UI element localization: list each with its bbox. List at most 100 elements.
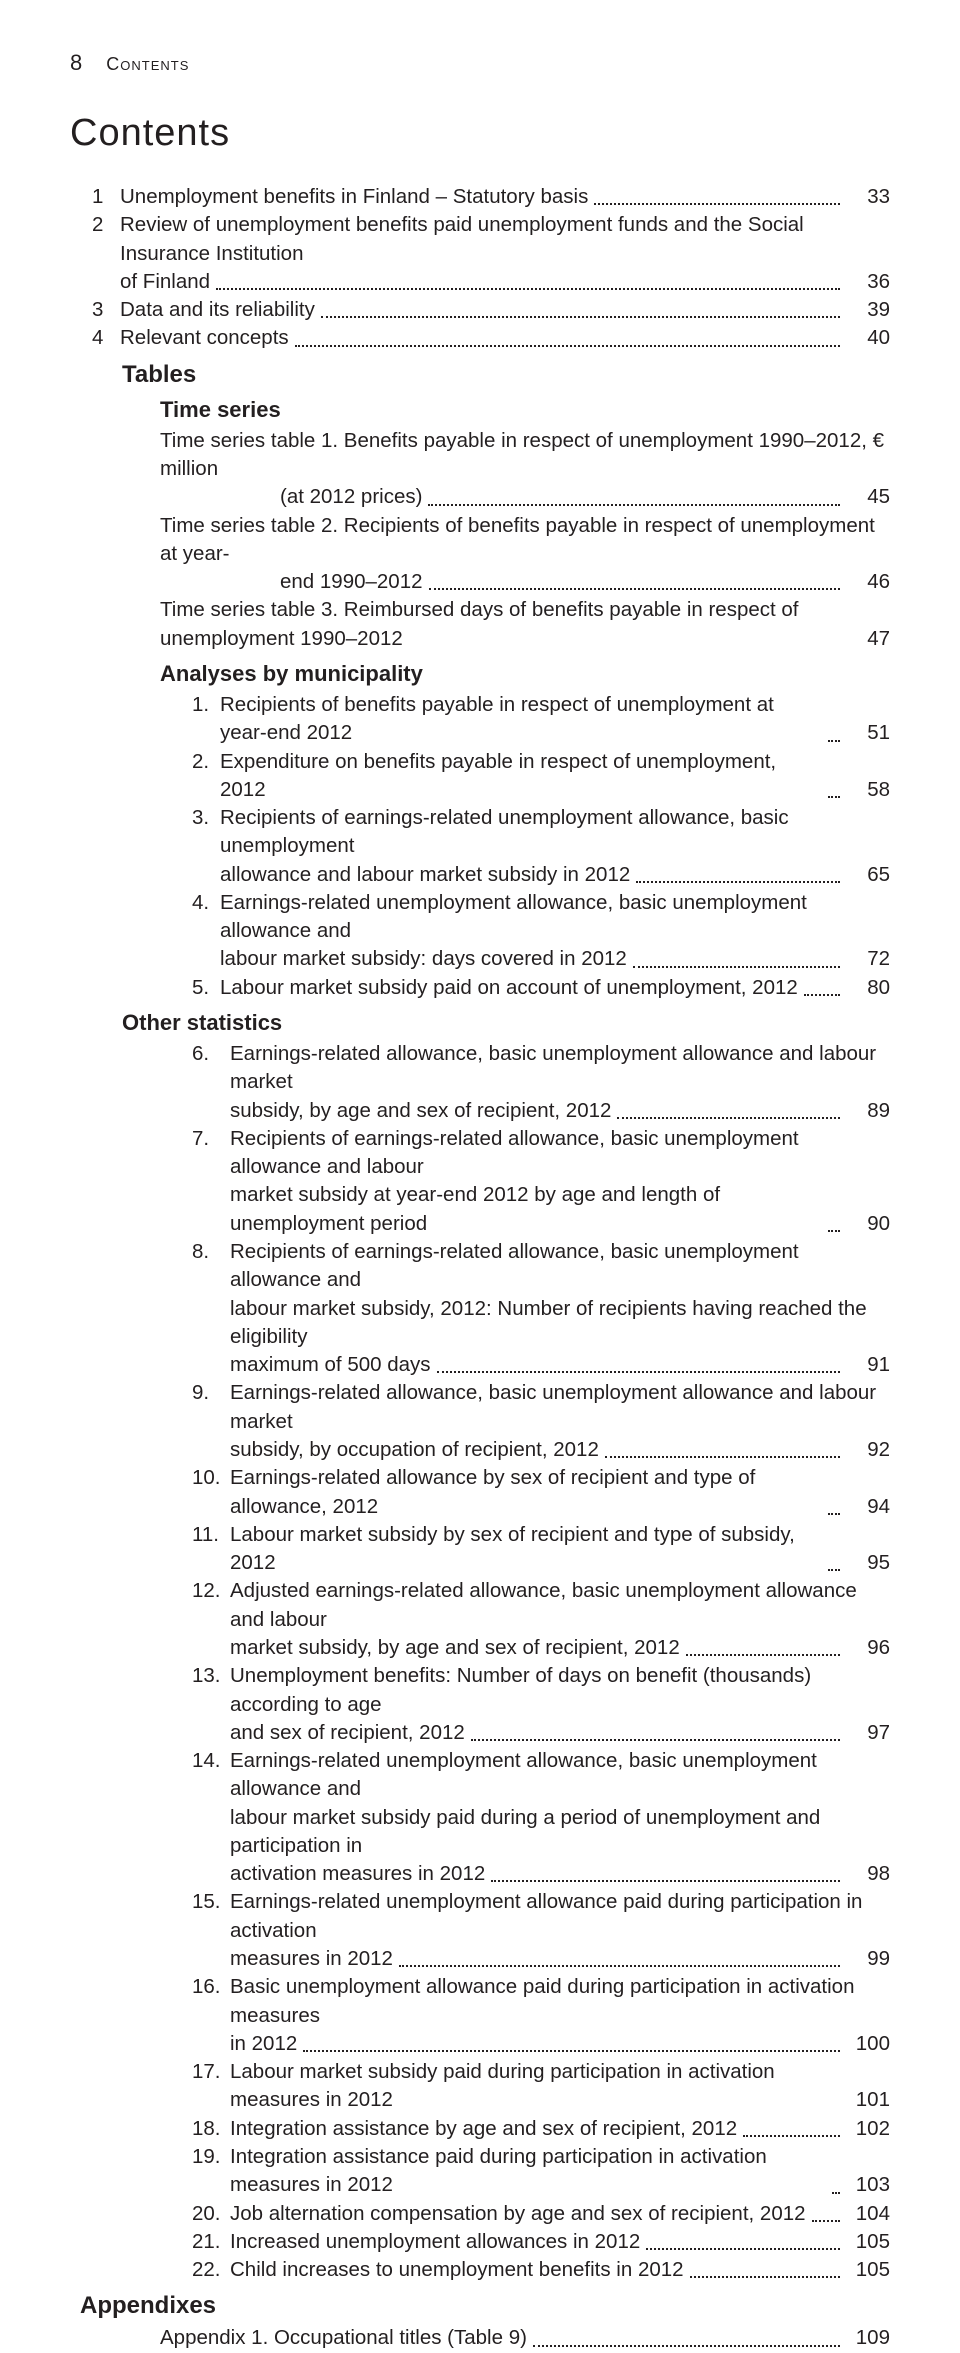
- toc-entry-line: Time series table 2. Recipients of benef…: [160, 512, 890, 569]
- toc-page-number: 65: [846, 861, 890, 889]
- leader-dots: [295, 345, 840, 347]
- toc-entry-number: 1.: [192, 691, 220, 748]
- toc-entry-text: (at 2012 prices): [280, 483, 422, 511]
- toc-entry-text: Job alternation compensation by age and …: [230, 2200, 806, 2228]
- toc-page-number: 105: [846, 2256, 890, 2284]
- toc-page-number: 109: [846, 2324, 890, 2352]
- toc-entry-text: Relevant concepts: [120, 324, 289, 352]
- toc-entry-body: Integration assistance paid during parti…: [230, 2143, 890, 2200]
- toc-page-number: 89: [846, 1097, 890, 1125]
- toc-entry-body: Unemployment benefits: Number of days on…: [230, 1662, 890, 1747]
- toc-entry-body: Earnings-related allowance by sex of rec…: [230, 1464, 890, 1521]
- other-list: 6.Earnings-related allowance, basic unem…: [70, 1040, 890, 2284]
- toc-entry-text: Increased unemployment allowances in 201…: [230, 2228, 640, 2256]
- toc-entry: 8.Recipients of earnings-related allowan…: [70, 1238, 890, 1379]
- toc-entry-line: Unemployment benefits: Number of days on…: [230, 1662, 890, 1719]
- toc-entry-lastline: Recipients of benefits payable in respec…: [220, 691, 890, 748]
- toc-entry-body: Time series table 3. Reimbursed days of …: [160, 596, 890, 653]
- toc-page-number: 100: [846, 2030, 890, 2058]
- toc-entry-body: Job alternation compensation by age and …: [230, 2200, 890, 2228]
- toc-entry-text: labour market subsidy: days covered in 2…: [220, 945, 627, 973]
- toc-entry-number: 2.: [192, 748, 220, 805]
- toc-entry-lastline: Integration assistance paid during parti…: [230, 2143, 890, 2200]
- toc-page-number: 58: [846, 776, 890, 804]
- toc-entry-line: Earnings-related unemployment allowance,…: [220, 889, 890, 946]
- toc-entry-text: subsidy, by occupation of recipient, 201…: [230, 1436, 599, 1464]
- toc-page-number: 36: [846, 268, 890, 296]
- toc-entry-body: Basic unemployment allowance paid during…: [230, 1973, 890, 2058]
- toc-page-number: 94: [846, 1493, 890, 1521]
- toc-entry: 5.Labour market subsidy paid on account …: [70, 974, 890, 1002]
- toc-entry-text: maximum of 500 days: [230, 1351, 431, 1379]
- leader-dots: [828, 1230, 840, 1232]
- toc-entry: 10.Earnings-related allowance by sex of …: [70, 1464, 890, 1521]
- toc-entry: Appendix 1. Occupational titles (Table 9…: [70, 2324, 890, 2352]
- toc-entry: 13.Unemployment benefits: Number of days…: [70, 1662, 890, 1747]
- toc-entry-body: Unemployment benefits in Finland – Statu…: [120, 183, 890, 211]
- toc-entry-lastline: maximum of 500 days 91: [230, 1351, 890, 1379]
- toc-entry-body: Earnings-related unemployment allowance,…: [230, 1747, 890, 1888]
- toc-entry-line: Time series table 1. Benefits payable in…: [160, 427, 890, 484]
- toc-entry-text: Labour market subsidy paid during partic…: [230, 2058, 822, 2115]
- toc-entry-text: Labour market subsidy paid on account of…: [220, 974, 798, 1002]
- toc-entry-text: Labour market subsidy by sex of recipien…: [230, 1521, 822, 1578]
- toc-entry-body: Recipients of earnings-related allowance…: [230, 1238, 890, 1379]
- toc-entry-line: Recipients of earnings-related allowance…: [230, 1125, 890, 1182]
- toc-entry-text: activation measures in 2012: [230, 1860, 485, 1888]
- leader-dots: [216, 288, 840, 290]
- toc-entry-lastline: activation measures in 201298: [230, 1860, 890, 1888]
- leader-dots: [686, 1654, 840, 1656]
- toc-entry-text: Data and its reliability: [120, 296, 315, 324]
- toc-entry-text: end 1990–2012: [280, 568, 423, 596]
- toc-entry-text: Appendix 1. Occupational titles (Table 9…: [160, 2324, 527, 2352]
- toc-entry: 9.Earnings-related allowance, basic unem…: [70, 1379, 890, 1464]
- toc-entry-number: 19.: [192, 2143, 230, 2200]
- toc-entry-body: Expenditure on benefits payable in respe…: [220, 748, 890, 805]
- toc-entry-body: Increased unemployment allowances in 201…: [230, 2228, 890, 2256]
- toc-entry-text: of Finland: [120, 268, 210, 296]
- toc-entry-line: Basic unemployment allowance paid during…: [230, 1973, 890, 2030]
- toc-entry-lastline: in 2012100: [230, 2030, 890, 2058]
- toc-page-number: 45: [846, 483, 890, 511]
- toc-entry-number: 7.: [192, 1125, 230, 1238]
- toc-page-number: 91: [846, 1351, 890, 1379]
- toc-entry-line: labour market subsidy paid during a peri…: [230, 1804, 890, 1861]
- leader-dots: [646, 2248, 840, 2250]
- leader-dots: [828, 1513, 840, 1515]
- toc-entry-text: Child increases to unemployment benefits…: [230, 2256, 684, 2284]
- toc-entry-text: Unemployment benefits in Finland – Statu…: [120, 183, 588, 211]
- toc-page-number: 104: [846, 2200, 890, 2228]
- leader-dots: [828, 740, 840, 742]
- chapter-list: 1Unemployment benefits in Finland – Stat…: [70, 183, 890, 353]
- toc-entry-text: Time series table 3. Reimbursed days of …: [160, 596, 822, 653]
- toc-entry-body: Child increases to unemployment benefits…: [230, 2256, 890, 2284]
- toc-entry-number: 20.: [192, 2200, 230, 2228]
- toc-entry-body: Time series table 1. Benefits payable in…: [160, 427, 890, 512]
- toc-entry: 3Data and its reliability39: [70, 296, 890, 324]
- toc-page-number: 96: [846, 1634, 890, 1662]
- toc-page-number: 92: [846, 1436, 890, 1464]
- leader-dots: [832, 2192, 840, 2194]
- toc-page-number: 33: [846, 183, 890, 211]
- toc-entry-number: 6.: [192, 1040, 230, 1125]
- toc-entry-body: Labour market subsidy by sex of recipien…: [230, 1521, 890, 1578]
- toc-entry: 19.Integration assistance paid during pa…: [70, 2143, 890, 2200]
- toc-entry-number: 18.: [192, 2115, 230, 2143]
- toc-entry-body: Recipients of earnings-related unemploym…: [220, 804, 890, 889]
- toc-page-number: 105: [846, 2228, 890, 2256]
- analyses-list: 1.Recipients of benefits payable in resp…: [70, 691, 890, 1002]
- toc-entry-number: 22.: [192, 2256, 230, 2284]
- toc-entry: 16.Basic unemployment allowance paid dur…: [70, 1973, 890, 2058]
- toc-entry-number: 12.: [192, 1577, 230, 1662]
- toc-entry-text: measures in 2012: [230, 1945, 393, 1973]
- toc-entry-lastline: of Finland 36: [120, 268, 890, 296]
- toc-entry-line: Recipients of earnings-related unemploym…: [220, 804, 890, 861]
- toc-entry-text: market subsidy, by age and sex of recipi…: [230, 1634, 680, 1662]
- toc-entry: Time series table 2. Recipients of benef…: [160, 512, 890, 597]
- toc-entry: 4.Earnings-related unemployment allowanc…: [70, 889, 890, 974]
- toc-entry-number: 15.: [192, 1888, 230, 1973]
- toc-entry-line: Earnings-related unemployment allowance …: [230, 1888, 890, 1945]
- toc-entry-body: Integration assistance by age and sex of…: [230, 2115, 890, 2143]
- toc-entry: 11.Labour market subsidy by sex of recip…: [70, 1521, 890, 1578]
- toc-entry: Time series table 1. Benefits payable in…: [160, 427, 890, 512]
